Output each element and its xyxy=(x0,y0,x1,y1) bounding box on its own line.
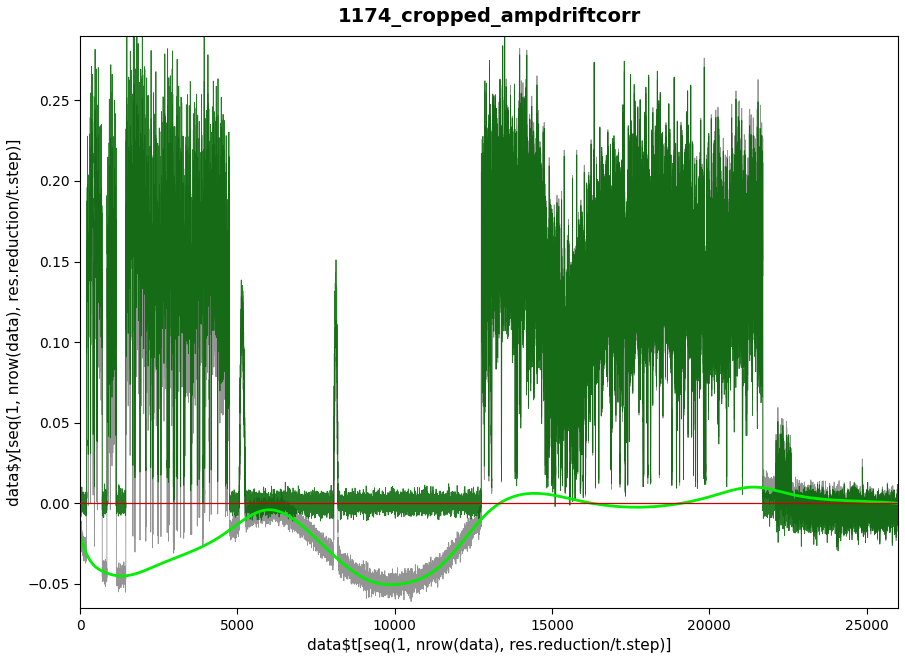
Y-axis label: data$y[seq(1, nrow(data), res.reduction/t.step)]: data$y[seq(1, nrow(data), res.reduction/… xyxy=(7,139,22,506)
X-axis label: data$t[seq(1, nrow(data), res.reduction/t.step)]: data$t[seq(1, nrow(data), res.reduction/… xyxy=(307,638,672,653)
Title: 1174_cropped_ampdriftcorr: 1174_cropped_ampdriftcorr xyxy=(338,7,641,27)
